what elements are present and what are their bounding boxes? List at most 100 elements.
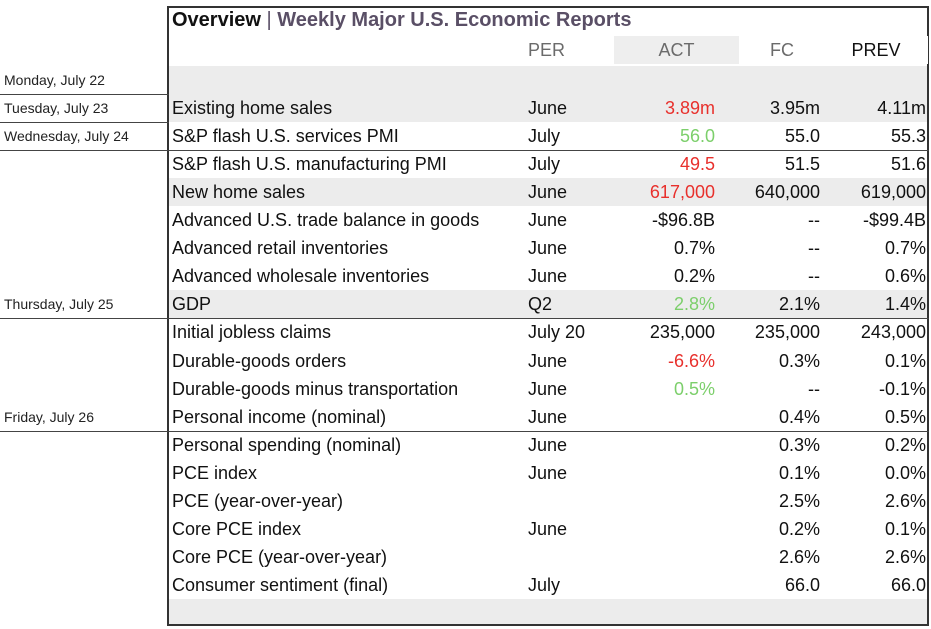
day-separator — [0, 431, 929, 432]
report-actual: 0.7% — [673, 238, 715, 258]
report-name: Durable-goods orders — [172, 351, 347, 371]
report-forecast: 55.0 — [784, 126, 820, 146]
report-table-frame — [167, 6, 929, 626]
report-name: Consumer sentiment (final) — [172, 575, 389, 595]
report-previous: 0.1% — [884, 519, 926, 539]
column-header-prev: PREV — [824, 36, 928, 64]
table-row: S&P flash U.S. manufacturing PMI July 49… — [169, 150, 927, 178]
report-name: PCE index — [172, 463, 258, 483]
report-actual: 235,000 — [649, 322, 715, 342]
report-actual: -6.6% — [667, 351, 715, 371]
row-band — [169, 94, 927, 122]
report-period: Q2 — [528, 294, 553, 314]
report-period: June — [528, 379, 568, 399]
report-forecast: 0.1% — [778, 463, 820, 483]
column-header-per: PER — [528, 40, 566, 60]
report-actual: 56.0 — [679, 126, 715, 146]
report-actual: 0.5% — [673, 379, 715, 399]
report-forecast: 2.6% — [778, 547, 820, 567]
report-forecast: 640,000 — [754, 182, 820, 202]
report-previous: 2.6% — [884, 547, 926, 567]
table-row: Personal income (nominal) June 0.4% 0.5% — [169, 403, 927, 431]
table-row: New home sales June 617,000 640,000 619,… — [169, 178, 927, 206]
report-previous: 55.3 — [890, 126, 926, 146]
report-previous: 0.0% — [884, 463, 926, 483]
day-label-tuesday: Tuesday, July 23 — [4, 100, 109, 116]
day-separator — [0, 318, 929, 319]
report-previous: -$99.4B — [862, 210, 926, 230]
report-forecast: 0.3% — [778, 351, 820, 371]
report-name: Durable-goods minus transportation — [172, 379, 459, 399]
title-separator: | — [266, 9, 272, 31]
day-separator — [0, 94, 169, 95]
report-forecast: 2.5% — [778, 491, 820, 511]
report-name: Personal income (nominal) — [172, 407, 387, 427]
report-previous: -0.1% — [878, 379, 926, 399]
report-forecast: -- — [808, 210, 820, 230]
row-band — [169, 290, 927, 318]
report-previous: 51.6 — [890, 154, 926, 174]
report-name: Core PCE index — [172, 519, 302, 539]
report-name: GDP — [172, 294, 212, 314]
report-name: New home sales — [172, 182, 306, 202]
monday-empty-row — [169, 66, 927, 94]
report-name: Initial jobless claims — [172, 322, 332, 342]
report-forecast: 51.5 — [784, 154, 820, 174]
report-period: July — [528, 126, 561, 146]
table-row: Initial jobless claims July 20 235,000 2… — [169, 318, 927, 346]
footer-band — [169, 599, 927, 624]
report-forecast: -- — [808, 266, 820, 286]
report-forecast: 66.0 — [784, 575, 820, 595]
report-previous: 243,000 — [860, 322, 926, 342]
report-name: Personal spending (nominal) — [172, 435, 402, 455]
table-row: Advanced U.S. trade balance in goods Jun… — [169, 206, 927, 234]
report-name: S&P flash U.S. manufacturing PMI — [172, 154, 447, 174]
report-actual: 3.89m — [664, 98, 715, 118]
report-period: June — [528, 182, 568, 202]
table-row: Core PCE (year-over-year) 2.6% 2.6% — [169, 543, 927, 571]
report-previous: 0.6% — [884, 266, 926, 286]
report-forecast: 3.95m — [769, 98, 820, 118]
report-previous: 0.1% — [884, 351, 926, 371]
report-name: Advanced U.S. trade balance in goods — [172, 210, 480, 230]
report-previous: 0.5% — [884, 407, 926, 427]
report-actual: -$96.8B — [651, 210, 715, 230]
table-row: S&P flash U.S. services PMI July 56.0 55… — [169, 122, 927, 150]
report-name: Existing home sales — [172, 98, 333, 118]
report-name: Advanced wholesale inventories — [172, 266, 430, 286]
column-header-fc: FC — [740, 36, 824, 64]
report-period: June — [528, 435, 568, 455]
table-row: PCE (year-over-year) 2.5% 2.6% — [169, 487, 927, 515]
report-name: S&P flash U.S. services PMI — [172, 126, 399, 146]
report-period: July 20 — [528, 322, 586, 342]
table-row: Durable-goods orders June -6.6% 0.3% 0.1… — [169, 347, 927, 375]
table-row: Advanced wholesale inventories June 0.2%… — [169, 262, 927, 290]
report-actual: 0.2% — [673, 266, 715, 286]
table-row: Consumer sentiment (final) July 66.0 66.… — [169, 571, 927, 599]
report-previous: 4.11m — [877, 98, 926, 118]
table-row: Personal spending (nominal) June 0.3% 0.… — [169, 431, 927, 459]
column-header-act: ACT — [614, 36, 739, 64]
report-period: June — [528, 407, 568, 427]
report-period: June — [528, 266, 568, 286]
day-label-monday: Monday, July 22 — [4, 72, 105, 88]
report-previous: 619,000 — [860, 182, 926, 202]
report-forecast: 0.4% — [778, 407, 820, 427]
title-sub: Weekly Major U.S. Economic Reports — [277, 9, 632, 31]
table-row: Durable-goods minus transportation June … — [169, 375, 927, 403]
report-period: July — [528, 575, 561, 595]
report-forecast: 2.1% — [778, 294, 820, 314]
report-previous: 0.7% — [884, 238, 926, 258]
table-row: Advanced retail inventories June 0.7% --… — [169, 234, 927, 262]
day-label-friday: Friday, July 26 — [4, 409, 94, 425]
report-previous: 0.2% — [884, 435, 926, 455]
page-title: Overview | Weekly Major U.S. Economic Re… — [172, 9, 631, 32]
title-main: Overview — [172, 9, 261, 31]
report-forecast: -- — [808, 238, 820, 258]
report-name: Core PCE (year-over-year) — [172, 547, 388, 567]
report-period: June — [528, 210, 568, 230]
report-period: June — [528, 238, 568, 258]
report-previous: 66.0 — [890, 575, 926, 595]
day-label-wednesday: Wednesday, July 24 — [4, 128, 129, 144]
report-previous: 2.6% — [884, 491, 926, 511]
